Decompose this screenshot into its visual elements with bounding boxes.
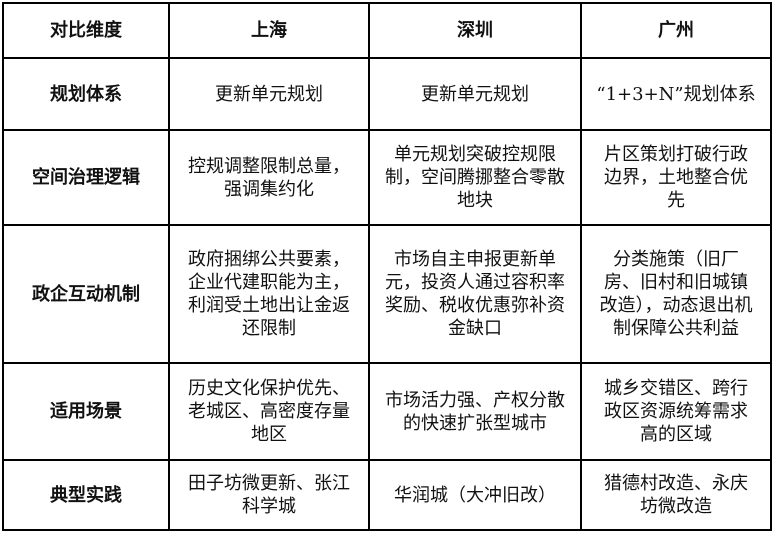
cell-shanghai: 田子坊微更新、张江科学城 <box>168 459 370 531</box>
cell-guangzhou: 分类施策（旧厂房、旧村和旧城镇改造），动态退出机制保障公共利益 <box>580 224 772 364</box>
header-row: 对比维度 上海 深圳 广州 <box>2 2 772 59</box>
cell-shanghai: 更新单元规划 <box>168 57 370 131</box>
header-shanghai: 上海 <box>168 2 370 59</box>
cell-shenzhen: 市场活力强、产权分散的快速扩张型城市 <box>368 362 582 461</box>
table-row: 空间治理逻辑 控规调整限制总量，强调集约化 单元规划突破控规限制，空间腾挪整合零… <box>2 129 772 226</box>
cell-guangzhou: “1+3+N”规划体系 <box>580 57 772 131</box>
cell-shenzhen: 华润城（大冲旧改） <box>368 459 582 531</box>
header-guangzhou: 广州 <box>580 2 772 59</box>
cell-shenzhen: 更新单元规划 <box>368 57 582 131</box>
table-row: 政企互动机制 政府捆绑公共要素，企业代建职能为主，利润受土地出让金返还限制 市场… <box>2 224 772 364</box>
cell-shenzhen: 单元规划突破控规限制，空间腾挪整合零散地块 <box>368 129 582 226</box>
row-dimension: 政企互动机制 <box>2 224 170 364</box>
cell-guangzhou: 猎德村改造、永庆坊微改造 <box>580 459 772 531</box>
cell-shenzhen: 市场自主申报更新单元，投资人通过容积率奖励、税收优惠弥补资金缺口 <box>368 224 582 364</box>
cell-shanghai: 控规调整限制总量，强调集约化 <box>168 129 370 226</box>
header-shenzhen: 深圳 <box>368 2 582 59</box>
table-row: 规划体系 更新单元规划 更新单元规划 “1+3+N”规划体系 <box>2 57 772 131</box>
cell-shanghai: 历史文化保护优先、老城区、高密度存量地区 <box>168 362 370 461</box>
table-row: 适用场景 历史文化保护优先、老城区、高密度存量地区 市场活力强、产权分散的快速扩… <box>2 362 772 461</box>
cell-guangzhou: 城乡交错区、跨行政区资源统筹需求高的区域 <box>580 362 772 461</box>
table-row: 典型实践 田子坊微更新、张江科学城 华润城（大冲旧改） 猎德村改造、永庆坊微改造 <box>2 459 772 531</box>
row-dimension: 适用场景 <box>2 362 170 461</box>
row-dimension: 典型实践 <box>2 459 170 531</box>
row-dimension: 空间治理逻辑 <box>2 129 170 226</box>
row-dimension: 规划体系 <box>2 57 170 131</box>
header-dimension: 对比维度 <box>2 2 170 59</box>
cell-guangzhou: 片区策划打破行政边界，土地整合优先 <box>580 129 772 226</box>
cell-shanghai: 政府捆绑公共要素，企业代建职能为主，利润受土地出让金返还限制 <box>168 224 370 364</box>
